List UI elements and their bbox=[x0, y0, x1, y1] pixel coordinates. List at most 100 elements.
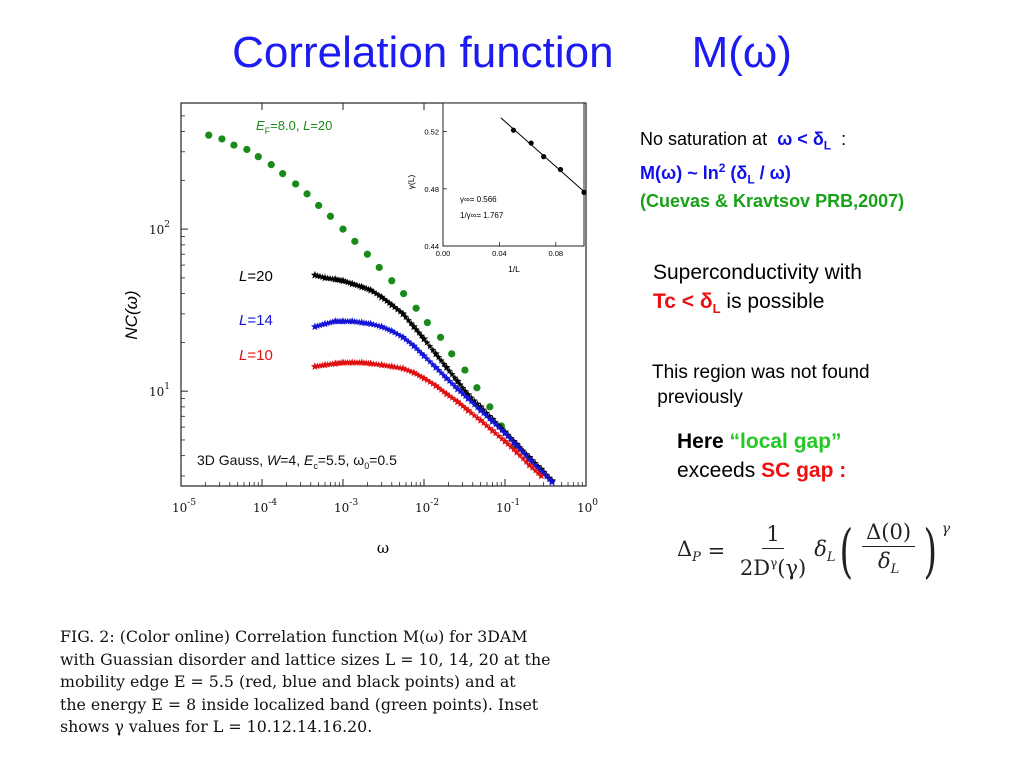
data-point-star bbox=[548, 477, 556, 486]
data-point bbox=[375, 263, 383, 272]
data-point-star bbox=[504, 432, 512, 440]
data-point-star bbox=[435, 353, 442, 361]
inset-data-point bbox=[557, 166, 564, 173]
data-point-star bbox=[456, 400, 464, 407]
tc-sub: L bbox=[712, 301, 721, 317]
x-tick-label: 10-1 bbox=[496, 498, 520, 515]
data-point-star bbox=[495, 432, 503, 439]
inset-x-tick-label: 0.00 bbox=[436, 249, 451, 258]
data-point-star bbox=[451, 374, 459, 381]
data-point bbox=[230, 141, 238, 149]
data-point-star bbox=[423, 339, 431, 346]
data-point-star bbox=[319, 361, 326, 369]
data-point-star bbox=[464, 394, 473, 402]
data-point-star bbox=[357, 282, 366, 291]
data-point-star bbox=[387, 326, 396, 335]
data-point-star bbox=[492, 429, 499, 437]
data-point bbox=[339, 225, 347, 233]
data-point-star bbox=[531, 466, 539, 474]
series-l-10 bbox=[310, 358, 546, 480]
inset-y-tick-label: 0.52 bbox=[424, 128, 439, 137]
data-point-star bbox=[448, 394, 456, 401]
data-point-star bbox=[429, 346, 437, 353]
data-point-star bbox=[399, 333, 407, 341]
data-point-star bbox=[326, 360, 334, 368]
data-point bbox=[412, 304, 420, 312]
here-word: Here bbox=[677, 430, 730, 453]
formula-delta-sub: L bbox=[826, 550, 836, 566]
data-point-star bbox=[486, 424, 493, 432]
formula-delta: δ bbox=[814, 537, 827, 561]
caption-line-5: shows γ values for L = 10.12.14.16.20. bbox=[60, 717, 373, 736]
formula-num: 1 bbox=[762, 520, 784, 550]
inset-annotation-inverse: 1/γ∞= 1.767 bbox=[460, 211, 504, 220]
data-point-star bbox=[459, 384, 467, 391]
data-point-star bbox=[510, 439, 518, 446]
data-point-star bbox=[512, 448, 521, 456]
data-point bbox=[243, 145, 251, 154]
inset-ticks bbox=[442, 131, 557, 247]
data-point-star bbox=[456, 381, 464, 388]
data-point-star bbox=[402, 335, 410, 343]
note-mw: M(ω) ~ ln bbox=[640, 162, 719, 183]
data-point bbox=[473, 384, 481, 392]
formula-den-b: (γ) bbox=[777, 556, 807, 581]
x-tick-label: 100 bbox=[577, 498, 598, 515]
data-point-star bbox=[321, 319, 329, 328]
series-l-14 bbox=[310, 317, 556, 486]
data-point-star bbox=[516, 445, 524, 453]
data-point-star bbox=[519, 455, 527, 462]
data-point bbox=[363, 250, 371, 258]
y-tick-label: 102 bbox=[149, 220, 170, 237]
data-point bbox=[436, 333, 445, 341]
data-point-star bbox=[495, 423, 503, 431]
data-point-star bbox=[504, 440, 512, 447]
data-point-star bbox=[437, 357, 445, 364]
data-point-star bbox=[470, 401, 478, 408]
inset-points bbox=[500, 117, 587, 195]
data-point-star bbox=[402, 366, 410, 373]
data-point-star bbox=[372, 290, 380, 297]
data-point-star bbox=[456, 387, 464, 395]
formula-power: γ bbox=[941, 521, 951, 538]
inset-data-point bbox=[581, 189, 587, 195]
data-point-star bbox=[440, 360, 448, 367]
data-point-star bbox=[420, 351, 428, 360]
data-point bbox=[315, 201, 323, 210]
data-point-star bbox=[399, 364, 407, 372]
supercond-line1: Superconductivity with bbox=[653, 261, 862, 284]
chart-annotation: 3D Gauss, W=4, Ec=5.5, ω0=0.5 bbox=[197, 452, 397, 471]
data-point-star bbox=[429, 380, 437, 387]
inset-y-tick-label: 0.48 bbox=[424, 185, 439, 194]
data-point bbox=[388, 277, 396, 285]
series-label: L=14 bbox=[239, 312, 273, 329]
data-point-star bbox=[528, 464, 536, 471]
inset-labels: 0.00 0.04 0.08 0.44 0.48 0.52 1/L γ(L) γ∞= 0.566… bbox=[406, 128, 563, 274]
series-label-green: EF=8.0, L=20 bbox=[256, 118, 332, 136]
data-point-star bbox=[543, 473, 550, 480]
data-point-star bbox=[326, 319, 334, 326]
note-close: / ω) bbox=[754, 162, 791, 183]
data-point-star bbox=[445, 367, 453, 374]
caption-line-2: with Guassian disorder and lattice sizes… bbox=[60, 649, 551, 669]
data-point-star bbox=[409, 322, 418, 331]
x-tick-label: 10-5 bbox=[172, 498, 196, 515]
data-point-star bbox=[380, 295, 388, 303]
slide-title: Correlation function M(ω) bbox=[0, 28, 1024, 78]
data-point-star bbox=[383, 325, 391, 332]
data-point-star bbox=[380, 324, 388, 331]
inset-x-label: 1/L bbox=[508, 264, 520, 274]
formula-left-paren: ( bbox=[840, 517, 854, 586]
formula-equals: = bbox=[700, 539, 732, 564]
no-saturation-note: No saturation at ω < δL : M(ω) ~ ln2 (δL… bbox=[640, 128, 904, 212]
data-point-star bbox=[488, 417, 497, 425]
tc-condition: Tc < δ bbox=[653, 290, 713, 313]
data-point-star bbox=[413, 326, 420, 333]
data-point-star bbox=[510, 445, 518, 453]
data-point-star bbox=[483, 412, 490, 419]
data-point-star bbox=[486, 415, 493, 422]
inset-frame bbox=[442, 102, 585, 247]
exceeds-word: exceeds bbox=[677, 459, 762, 482]
main-points bbox=[205, 131, 556, 486]
local-gap-note: Here “local gap” exceeds SC gap : bbox=[677, 427, 846, 485]
